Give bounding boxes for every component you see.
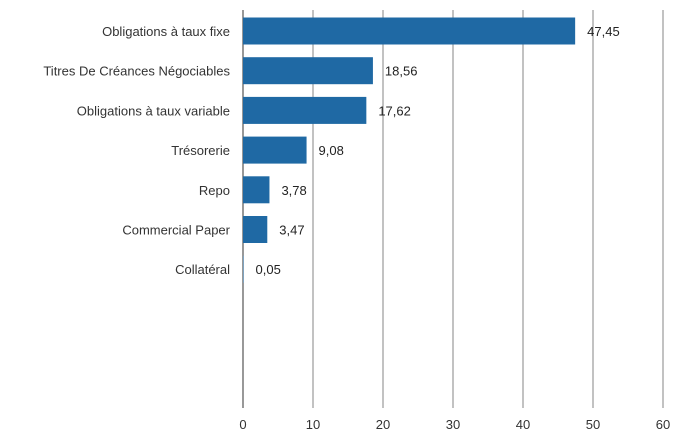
x-axis-ticks: 0 10 20 30 40 50 60 bbox=[239, 417, 670, 432]
category-label: Repo bbox=[199, 183, 230, 198]
category-label: Obligations à taux variable bbox=[77, 103, 230, 118]
value-label: 9,08 bbox=[319, 143, 344, 158]
category-label: Commercial Paper bbox=[122, 223, 230, 238]
value-label: 3,47 bbox=[279, 223, 304, 238]
value-label: 17,62 bbox=[378, 103, 411, 118]
category-label: Trésorerie bbox=[171, 143, 230, 158]
x-tick-label: 40 bbox=[516, 417, 530, 432]
bar bbox=[243, 216, 268, 243]
bar bbox=[243, 17, 576, 45]
x-tick-label: 20 bbox=[376, 417, 390, 432]
value-label: 47,45 bbox=[587, 24, 620, 39]
x-tick-label: 30 bbox=[446, 417, 460, 432]
bar bbox=[243, 96, 367, 124]
labels: Obligations à taux fixe 47,45 Titres De Cr… bbox=[43, 24, 619, 277]
bar bbox=[243, 57, 373, 85]
category-label: Obligations à taux fixe bbox=[102, 24, 230, 39]
category-label: Collatéral bbox=[175, 262, 230, 277]
x-tick-label: 0 bbox=[239, 417, 246, 432]
x-tick-label: 50 bbox=[586, 417, 600, 432]
category-label: Titres De Créances Négociables bbox=[43, 64, 230, 79]
bar bbox=[243, 255, 244, 283]
value-label: 18,56 bbox=[385, 64, 418, 79]
x-tick-label: 60 bbox=[656, 417, 670, 432]
bars bbox=[243, 17, 576, 283]
bar bbox=[243, 176, 270, 204]
x-tick-label: 10 bbox=[306, 417, 320, 432]
bar bbox=[243, 136, 307, 164]
value-label: 3,78 bbox=[281, 183, 306, 198]
value-label: 0,05 bbox=[256, 262, 281, 277]
